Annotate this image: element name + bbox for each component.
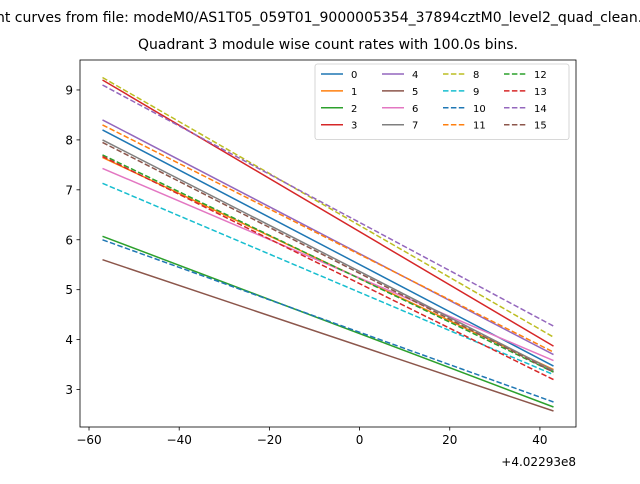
y-tick-label: 7 [65,183,73,197]
x-tick-label: 20 [442,433,457,447]
series-line-7 [102,139,554,372]
legend-label-2: 2 [351,104,357,115]
y-tick-label: 6 [65,233,73,247]
legend-label-4: 4 [412,70,418,81]
x-axis-offset-label: +4.02293e8 [501,455,576,469]
series-line-15 [102,141,554,373]
chart-title: Quadrant 3 module wise count rates with … [138,37,518,53]
legend-label-14: 14 [534,104,547,115]
legend-label-15: 15 [534,121,547,132]
legend-label-9: 9 [473,87,479,98]
legend-label-6: 6 [412,104,418,115]
legend-label-10: 10 [473,104,486,115]
legend-label-3: 3 [351,121,357,132]
x-tick-label: −20 [257,433,282,447]
legend-label-1: 1 [351,87,357,98]
series-line-14 [102,84,554,327]
y-tick-label: 8 [65,133,73,147]
legend-label-11: 11 [473,121,486,132]
legend-label-8: 8 [473,70,479,81]
plot-area [102,76,554,412]
x-tick-label: 0 [356,433,364,447]
x-tick-label: −60 [76,433,101,447]
series-line-0 [102,129,554,367]
axes-frame [79,59,577,428]
y-tick-label: 3 [65,383,73,397]
series-line-11 [102,124,554,353]
y-tick-label: 4 [65,333,73,347]
legend-label-12: 12 [534,70,547,81]
series-line-3 [102,79,554,347]
legend-box [314,63,570,140]
x-tick-label: −40 [167,433,192,447]
legend-label-13: 13 [534,87,547,98]
series-line-6 [102,167,554,362]
series-line-12 [102,154,554,373]
chart-suptitle: Light curves from file: modeM0/AS1T05_05… [0,10,640,26]
legend-label-5: 5 [412,87,418,98]
x-tick-label: 40 [532,433,547,447]
y-tick-label: 9 [65,83,73,97]
legend-label-0: 0 [351,70,357,81]
series-line-10 [102,239,554,403]
series-line-4 [102,119,554,356]
series-line-13 [102,155,554,381]
legend-label-7: 7 [412,121,418,132]
y-tick-label: 5 [65,283,73,297]
series-line-5 [102,258,554,412]
